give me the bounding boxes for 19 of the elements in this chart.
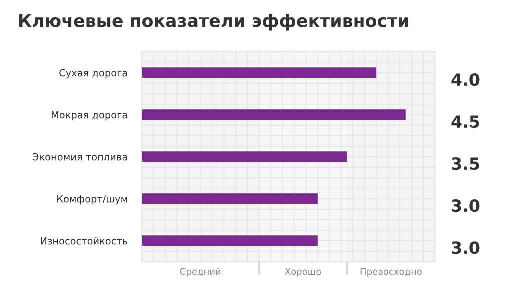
bar — [142, 236, 318, 246]
bar — [142, 194, 318, 204]
y-tick-label: Износостойкость — [41, 237, 128, 245]
data-label: 4.0 — [452, 73, 480, 86]
y-tick-label: Сухая дорога — [60, 69, 128, 79]
y-tick-label: Комфорт/шум — [58, 196, 128, 205]
band-label: Средний — [180, 268, 221, 277]
bar — [142, 152, 348, 162]
data-label: 4.5 — [452, 116, 480, 128]
bar — [142, 110, 406, 120]
band-label: Превосходно — [360, 268, 422, 277]
y-tick-label: Мокрая дорога — [52, 111, 128, 121]
data-label: 3.0 — [452, 242, 480, 254]
data-label: 3.0 — [452, 200, 480, 212]
band-label: Хорошо — [285, 268, 322, 277]
bar — [142, 68, 377, 78]
y-tick-label: Экономия топлива — [32, 153, 128, 161]
chart-title: Ключевые показатели эффективности — [19, 14, 408, 31]
data-label: 3.5 — [452, 158, 480, 170]
